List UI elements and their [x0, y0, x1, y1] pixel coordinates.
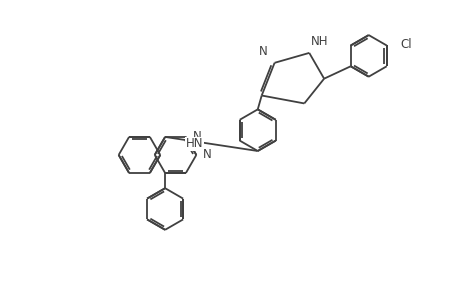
- Text: HN: HN: [185, 137, 203, 151]
- Text: N: N: [192, 130, 201, 143]
- Text: N: N: [258, 45, 267, 58]
- Text: NH: NH: [311, 35, 328, 48]
- Text: N: N: [203, 148, 212, 161]
- Text: Cl: Cl: [400, 38, 411, 51]
